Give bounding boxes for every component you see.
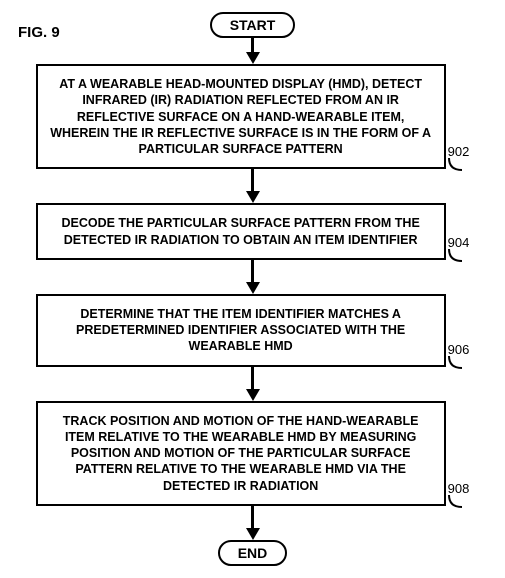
step-row: AT A WEARABLE HEAD-MOUNTED DISPLAY (HMD)… [12, 64, 493, 169]
arrow [246, 169, 260, 203]
terminator-end: END [218, 540, 288, 566]
ref-callout: 904 [448, 235, 470, 266]
arrow [246, 260, 260, 294]
terminator-start: START [210, 12, 296, 38]
step-row: DETERMINE THAT THE ITEM IDENTIFIER MATCH… [12, 294, 493, 367]
step-box: TRACK POSITION AND MOTION OF THE HAND-WE… [36, 401, 446, 506]
step-box: DETERMINE THAT THE ITEM IDENTIFIER MATCH… [36, 294, 446, 367]
step-box: AT A WEARABLE HEAD-MOUNTED DISPLAY (HMD)… [36, 64, 446, 169]
hook-icon [448, 248, 466, 266]
step-box: DECODE THE PARTICULAR SURFACE PATTERN FR… [36, 203, 446, 260]
flowchart: START AT A WEARABLE HEAD-MOUNTED DISPLAY… [12, 12, 493, 566]
step-row: TRACK POSITION AND MOTION OF THE HAND-WE… [12, 401, 493, 506]
hook-icon [448, 157, 466, 175]
hook-icon [448, 494, 466, 512]
hook-icon [448, 355, 466, 373]
arrow [246, 367, 260, 401]
ref-callout: 908 [448, 481, 470, 512]
ref-callout: 902 [448, 144, 470, 175]
step-row: DECODE THE PARTICULAR SURFACE PATTERN FR… [12, 203, 493, 260]
arrow [246, 506, 260, 540]
arrow [246, 38, 260, 64]
figure-label: FIG. 9 [18, 24, 60, 41]
ref-callout: 906 [448, 342, 470, 373]
